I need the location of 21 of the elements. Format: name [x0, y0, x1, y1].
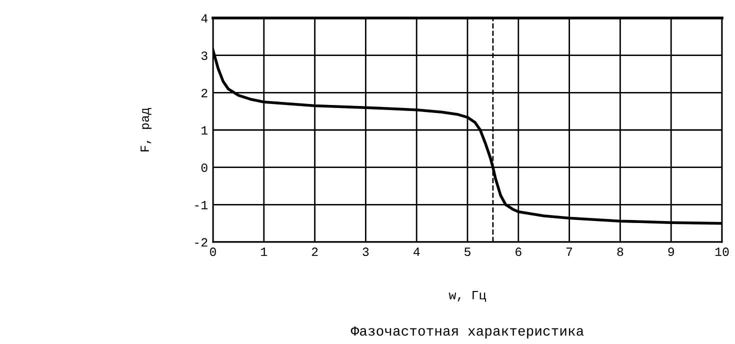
- x-tick-label: 4: [413, 248, 420, 256]
- y-tick-label: 4: [201, 14, 208, 23]
- y-tick-label: 2: [202, 88, 208, 98]
- x-tick-label: 3: [362, 248, 369, 256]
- y-axis-title: F, рад: [140, 108, 152, 152]
- y-tick-label: -2: [195, 238, 208, 247]
- x-tick-label: 6: [516, 248, 522, 256]
- x-tick-label: 8: [617, 248, 624, 256]
- x-tick-label: 1: [261, 248, 268, 256]
- y-tick-label: 3: [201, 52, 208, 60]
- x-tick-label: 0: [210, 248, 216, 256]
- y-tick-label: -1: [195, 200, 208, 210]
- x-tick-label: 9: [668, 248, 674, 256]
- x-axis-title: w, Гц: [448, 291, 486, 302]
- x-tick-label: 10: [715, 248, 729, 256]
- y-tick-label: 0: [201, 164, 208, 172]
- x-tick-label: 2: [312, 248, 318, 256]
- text: Фазочастотная характеристика: [350, 326, 584, 338]
- x-tick-label: 5: [464, 248, 470, 256]
- y-tick-label: 1: [202, 126, 208, 135]
- x-tick-label: 7: [566, 248, 572, 256]
